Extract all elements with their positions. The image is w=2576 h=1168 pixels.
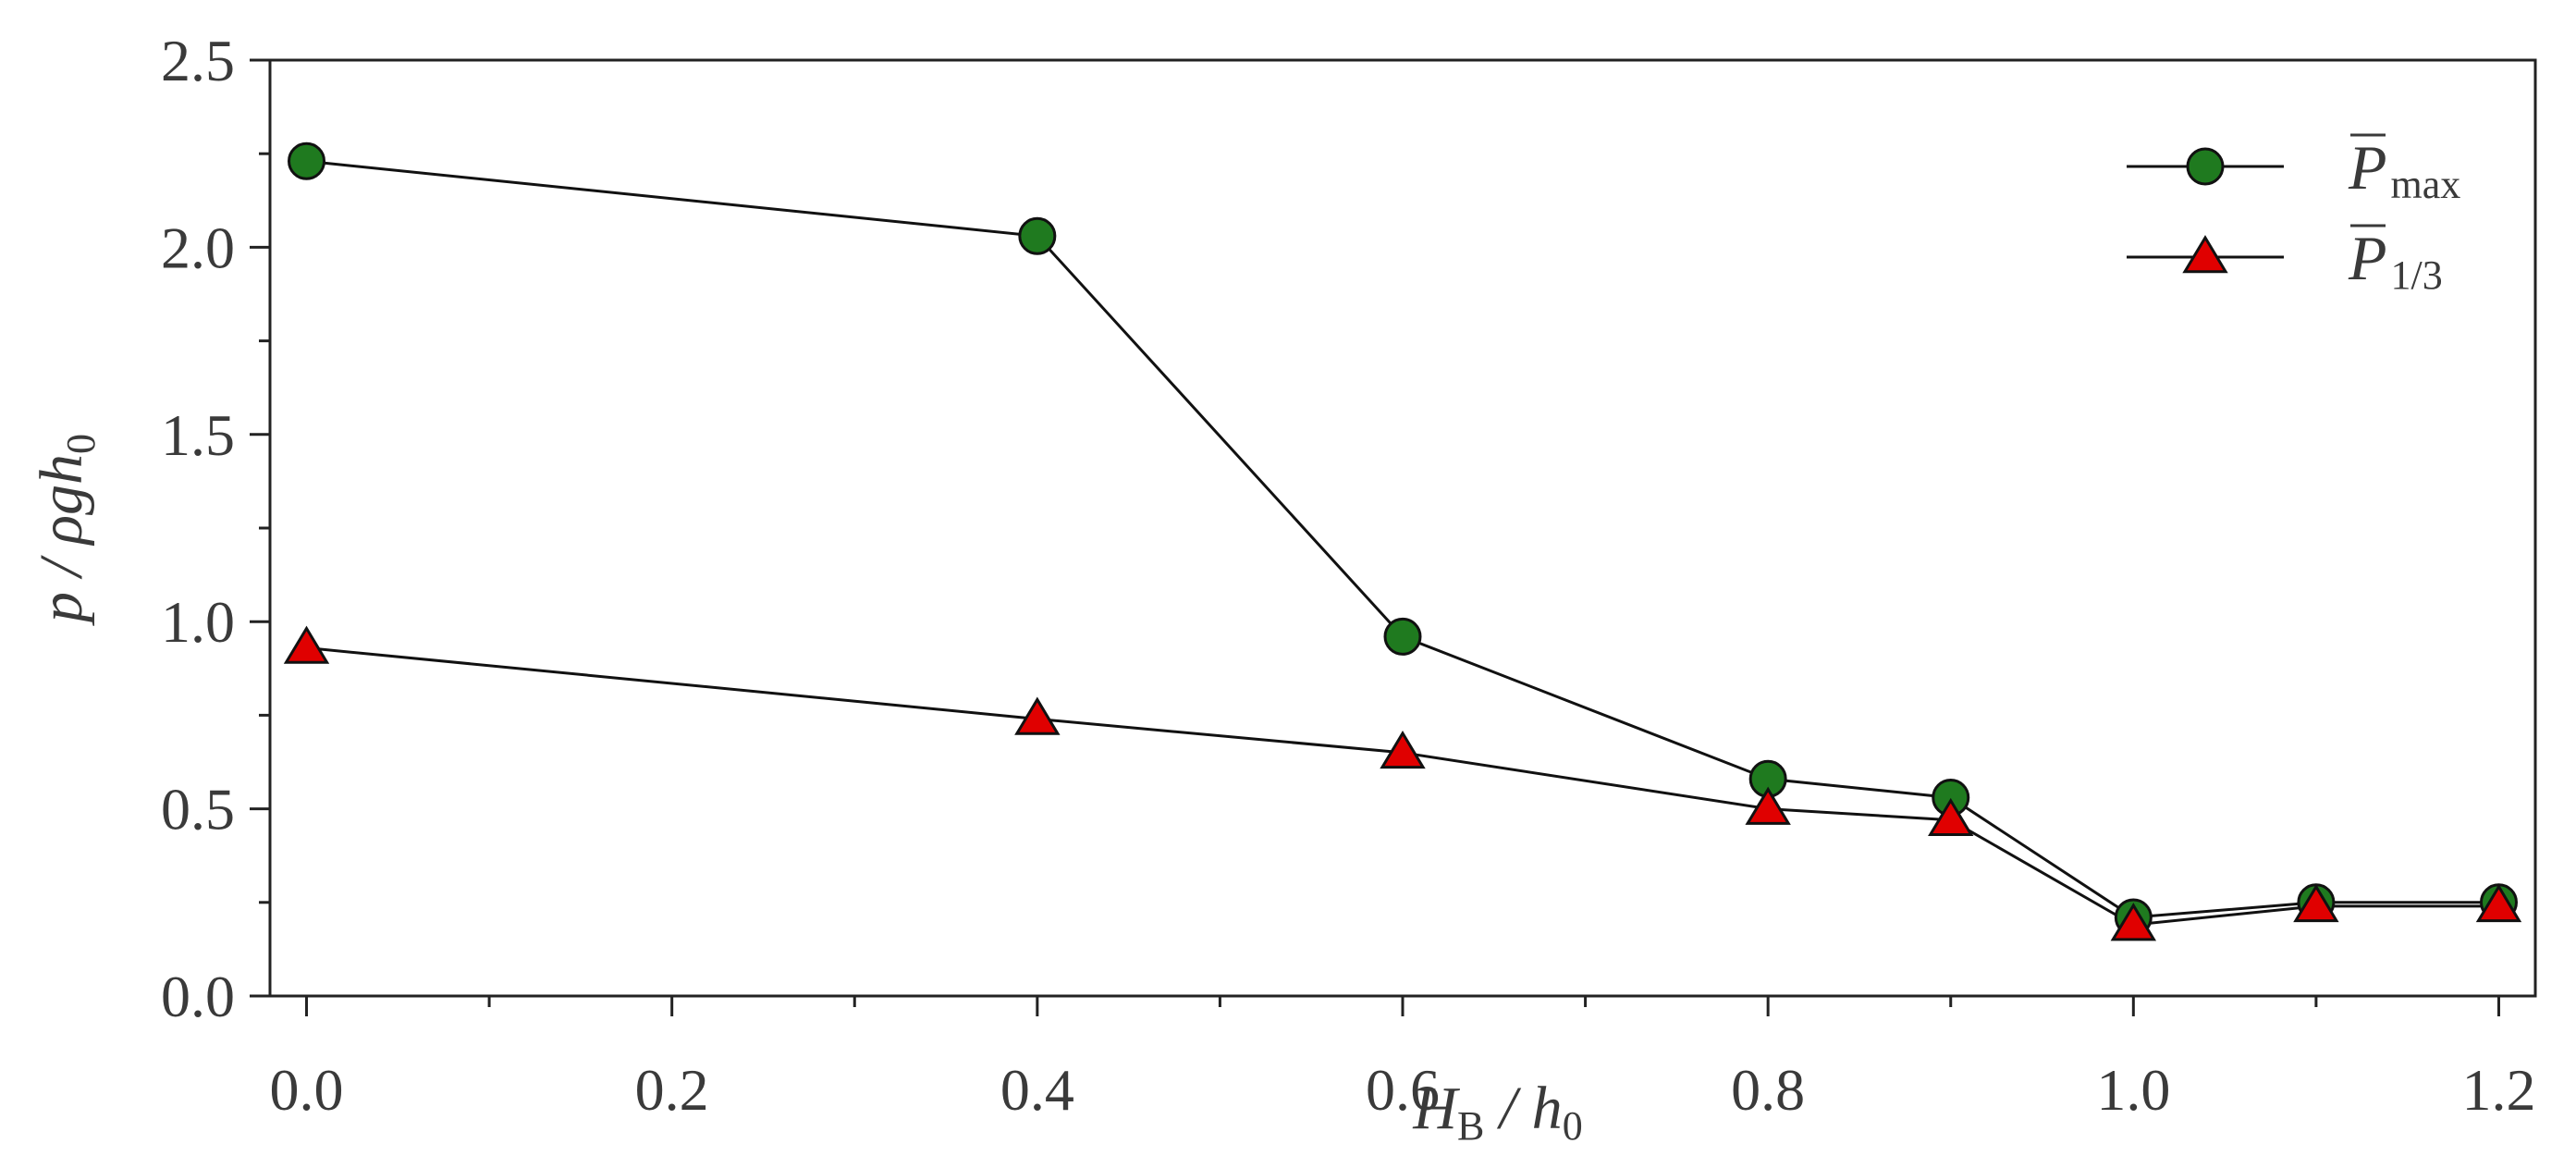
y-tick-label: 2.0	[161, 215, 235, 280]
triangle-marker	[2110, 903, 2157, 941]
triangle-marker	[283, 625, 330, 664]
y-tick-label: 2.5	[161, 28, 235, 93]
triangle-marker	[2475, 883, 2522, 923]
markers-layer	[283, 141, 2522, 941]
circle-marker	[1383, 617, 1422, 656]
x-tick-label: 1.0	[2096, 1057, 2170, 1123]
y-tick-label: 0.5	[161, 777, 235, 842]
y-tick-label: 1.0	[161, 589, 235, 655]
circle-marker	[1018, 216, 1057, 255]
x-tick-label: 0.6	[1366, 1057, 1440, 1123]
legend-label: P1/3	[2348, 223, 2443, 298]
ticks-layer: 0.0 0.5 1.0 1.5 2.0 2.5 0.0 0.2 0.4 0.6 0.8 1.0 1.2	[161, 28, 2535, 1123]
legend-label: Pmax	[2348, 132, 2460, 207]
x-tick-label: 0.0	[270, 1057, 344, 1123]
y-tick-label: 0.0	[161, 964, 235, 1029]
circle-marker	[288, 141, 326, 180]
lines-layer	[306, 159, 2499, 927]
x-tick-label: 1.2	[2461, 1057, 2535, 1123]
triangle-marker	[1380, 730, 1426, 769]
legend-circle-marker	[2186, 147, 2225, 186]
legend-triangle-marker	[2182, 235, 2228, 274]
legend-label-sub: 1/3	[2391, 252, 2443, 298]
x-axis-title: HB / h0	[1412, 1075, 1582, 1149]
plot-frame	[268, 58, 2537, 998]
legend-label-main: P	[2348, 132, 2387, 203]
legend-label-main: P	[2348, 223, 2387, 293]
y-tick-label: 1.5	[161, 402, 235, 468]
triangle-marker	[2293, 883, 2339, 923]
series-line-max	[306, 159, 2499, 919]
triangle-marker	[1745, 786, 1791, 825]
x-tick-label: 0.8	[1731, 1057, 1805, 1123]
legend-label-sub: max	[2391, 162, 2461, 207]
triangle-marker	[1014, 696, 1061, 735]
triangle-marker	[1928, 797, 1974, 836]
y-axis-title: p / ρgh0	[28, 434, 104, 626]
x-tick-label: 0.4	[1000, 1057, 1074, 1123]
x-tick-label: 0.2	[635, 1057, 709, 1123]
series-line-1-3	[306, 646, 2499, 927]
